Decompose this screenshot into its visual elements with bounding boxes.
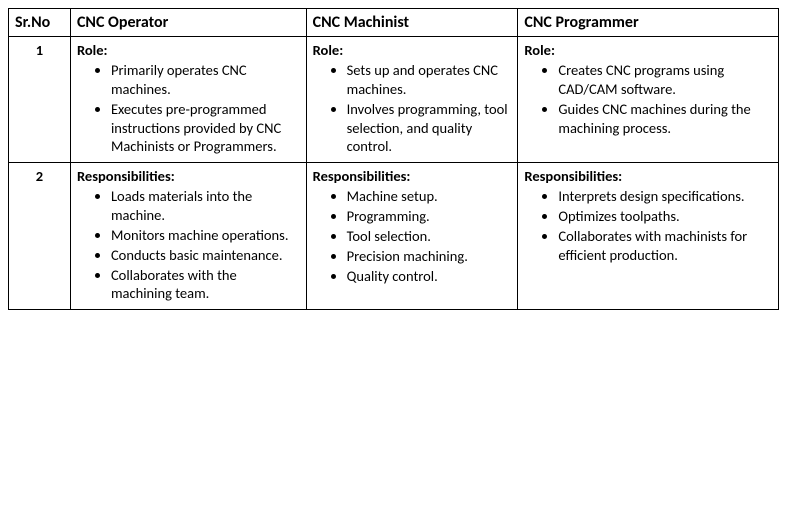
- table-row: 1Role:Primarily operates CNC machines.Ex…: [9, 37, 779, 163]
- section-title: Role:: [313, 41, 344, 59]
- list-item: Loads materials into the machine.: [111, 187, 300, 225]
- bullet-list: Machine setup.Programming.Tool selection…: [313, 187, 512, 285]
- table-header-row: Sr.No CNC Operator CNC Machinist CNC Pro…: [9, 9, 779, 37]
- list-item: Machine setup.: [347, 187, 512, 206]
- list-item: Creates CNC programs using CAD/CAM softw…: [558, 61, 772, 99]
- list-item: Sets up and operates CNC machines.: [347, 61, 512, 99]
- srno-cell: 2: [9, 163, 71, 310]
- content-cell: Responsibilities: Machine setup.Programmi…: [306, 163, 518, 310]
- list-item: Involves programming, tool selection, an…: [347, 100, 512, 157]
- col-header-operator: CNC Operator: [70, 9, 306, 37]
- content-cell: Responsibilities: Interprets design speci…: [518, 163, 779, 310]
- bullet-list: Creates CNC programs using CAD/CAM softw…: [524, 61, 772, 137]
- list-item: Tool selection.: [347, 227, 512, 246]
- srno-cell: 1: [9, 37, 71, 163]
- section-title: Role:: [77, 41, 108, 59]
- col-header-programmer: CNC Programmer: [518, 9, 779, 37]
- list-item: Executes pre-programmed instructions pro…: [111, 100, 300, 157]
- col-header-machinist: CNC Machinist: [306, 9, 518, 37]
- section-title: Responsibilities:: [313, 167, 411, 185]
- bullet-list: Sets up and operates CNC machines.Involv…: [313, 61, 512, 156]
- list-item: Quality control.: [347, 267, 512, 286]
- section-title: Responsibilities:: [77, 167, 175, 185]
- table-row: 2 Responsibilities: Loads materials into t…: [9, 163, 779, 310]
- bullet-list: Primarily operates CNC machines.Executes…: [77, 61, 300, 156]
- content-cell: Role:Sets up and operates CNC machines.I…: [306, 37, 518, 163]
- list-item: Precision machining.: [347, 247, 512, 266]
- list-item: Guides CNC machines during the machining…: [558, 100, 772, 138]
- comparison-table: Sr.No CNC Operator CNC Machinist CNC Pro…: [8, 8, 779, 310]
- list-item: Monitors machine operations.: [111, 226, 300, 245]
- list-item: Primarily operates CNC machines.: [111, 61, 300, 99]
- table-body: 1Role:Primarily operates CNC machines.Ex…: [9, 37, 779, 310]
- content-cell: Role:Creates CNC programs using CAD/CAM …: [518, 37, 779, 163]
- list-item: Programming.: [347, 207, 512, 226]
- section-title: Role:: [524, 41, 555, 59]
- content-cell: Role:Primarily operates CNC machines.Exe…: [70, 37, 306, 163]
- section-title: Responsibilities:: [524, 167, 622, 185]
- list-item: Interprets design specifications.: [558, 187, 772, 206]
- list-item: Collaborates with the machining team.: [111, 266, 300, 304]
- bullet-list: Interprets design specifications.Optimiz…: [524, 187, 772, 264]
- list-item: Optimizes toolpaths.: [558, 207, 772, 226]
- bullet-list: Loads materials into the machine.Monitor…: [77, 187, 300, 303]
- list-item: Collaborates with machinists for efficie…: [558, 227, 772, 265]
- col-header-srno: Sr.No: [9, 9, 71, 37]
- list-item: Conducts basic maintenance.: [111, 246, 300, 265]
- content-cell: Responsibilities: Loads materials into th…: [70, 163, 306, 310]
